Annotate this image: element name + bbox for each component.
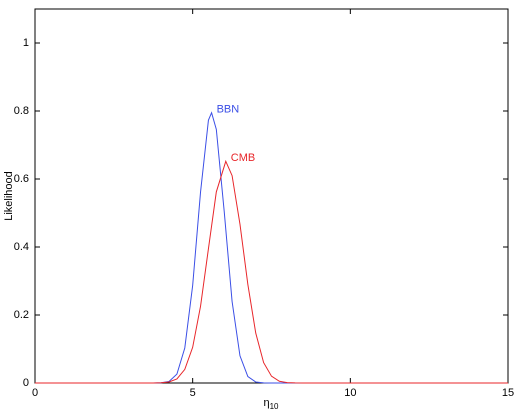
series-label: BBN bbox=[217, 104, 240, 116]
y-tick-label: 1 bbox=[23, 37, 29, 49]
y-tick-label: 0.2 bbox=[14, 309, 29, 321]
y-tick-label: 0.6 bbox=[14, 173, 29, 185]
x-axis-label: η10 bbox=[263, 397, 279, 411]
plot-frame bbox=[34, 8, 509, 384]
series-line bbox=[35, 111, 508, 384]
x-tick-label: 15 bbox=[502, 387, 514, 399]
y-tick-label: 0 bbox=[23, 377, 29, 389]
series-label: CMB bbox=[231, 152, 255, 164]
x-label-symbol: η bbox=[263, 397, 269, 409]
y-tick-label: 0.4 bbox=[14, 241, 29, 253]
x-tick-label: 5 bbox=[190, 387, 196, 399]
series-line bbox=[35, 159, 508, 384]
x-tick-label: 0 bbox=[32, 387, 38, 399]
x-label-subscript: 10 bbox=[270, 402, 279, 411]
y-axis-label: Likelihood bbox=[3, 171, 15, 221]
y-tick-label: 0.8 bbox=[14, 105, 29, 117]
x-tick-label: 10 bbox=[344, 387, 356, 399]
